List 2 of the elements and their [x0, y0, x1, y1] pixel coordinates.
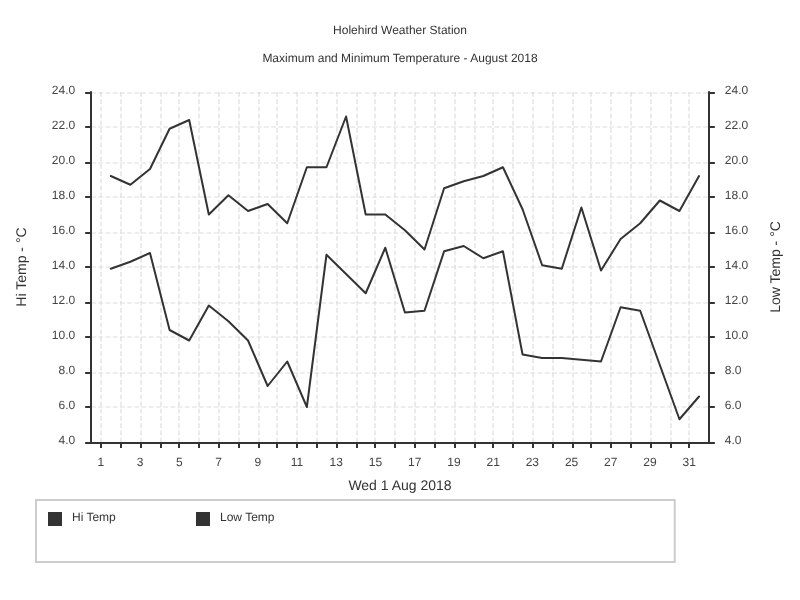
line-series — [109, 245, 701, 421]
line-series — [109, 115, 701, 272]
